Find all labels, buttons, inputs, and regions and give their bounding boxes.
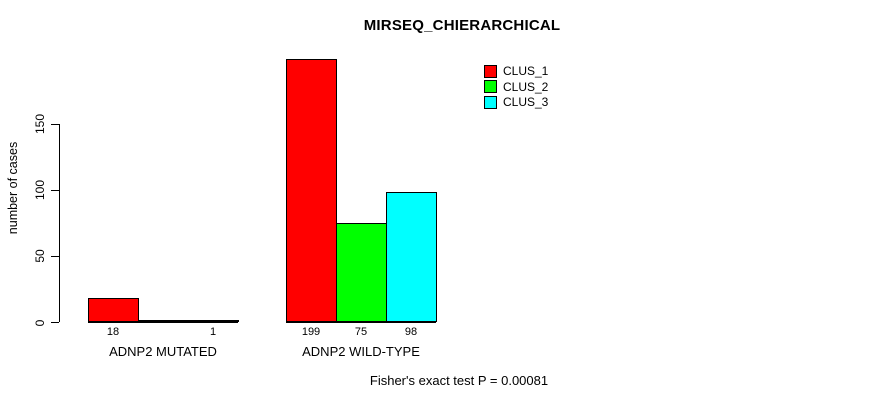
y-tick-label: 50 [33, 249, 47, 264]
legend-swatch-clus_1 [484, 64, 497, 78]
fisher-test-annotation: Fisher's exact test P = 0.00081 [369, 373, 549, 388]
y-tick-mark [51, 322, 59, 324]
legend: CLUS_1 CLUS_2 CLUS_3 [484, 64, 548, 109]
zero-baseline [88, 321, 238, 323]
y-tick-label: 100 [33, 180, 47, 201]
bar-value-label: 1 [209, 326, 217, 338]
bar-value-label: 98 [404, 326, 418, 338]
bar-clus_3-group2 [386, 192, 437, 322]
y-tick-mark [51, 255, 59, 258]
y-tick-mark [51, 189, 59, 192]
bar-clus_1-group2 [286, 59, 337, 322]
y-axis-line [59, 123, 61, 322]
category-label: ADNP2 MUTATED [109, 344, 217, 359]
y-tick-label: 150 [33, 113, 47, 135]
bar-value-label: 75 [354, 326, 368, 338]
y-tick-label: 0 [33, 319, 47, 326]
bar-value-label: 199 [301, 326, 321, 338]
bar-clus_3-group1 [188, 320, 239, 322]
zero-baseline [286, 321, 436, 323]
legend-swatch-clus_3 [484, 95, 497, 109]
bar-clus_2-group2 [336, 223, 387, 322]
y-tick-mark [51, 123, 59, 125]
legend-row: CLUS_2 [484, 80, 548, 94]
legend-row: CLUS_3 [484, 95, 548, 109]
category-label: ADNP2 WILD-TYPE [302, 344, 420, 359]
legend-swatch-clus_2 [484, 80, 497, 93]
chart-title: MIRSEQ_CHIERARCHICAL [363, 17, 561, 34]
bar-value-label: 18 [106, 326, 120, 338]
bar-clus_1-group1 [88, 298, 139, 322]
legend-label: CLUS_2 [503, 79, 549, 94]
legend-label: CLUS_3 [503, 95, 549, 109]
legend-label: CLUS_1 [503, 64, 549, 78]
legend-row: CLUS_1 [484, 64, 548, 78]
bar-clus_2-group1 [138, 320, 189, 322]
